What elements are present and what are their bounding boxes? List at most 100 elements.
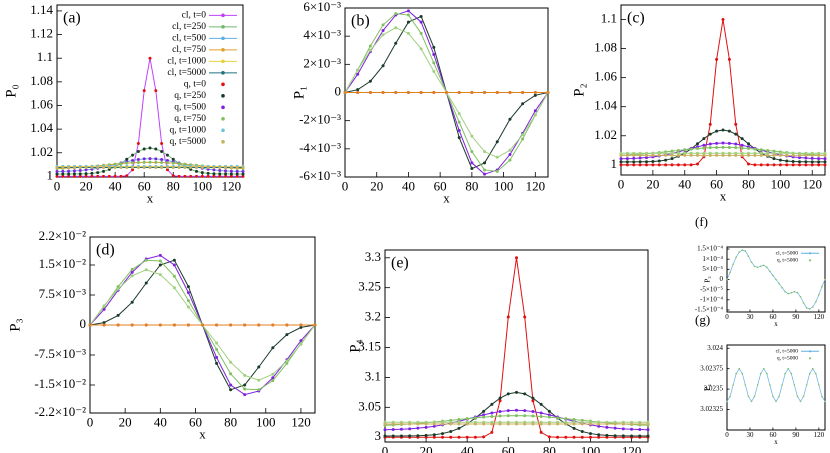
data-point <box>531 396 535 400</box>
data-point <box>613 434 617 438</box>
data-point <box>224 174 228 178</box>
data-point <box>597 435 601 439</box>
data-point <box>84 166 88 170</box>
data-point <box>696 151 699 155</box>
data-point <box>271 323 275 327</box>
data-point <box>638 153 642 157</box>
data-point <box>539 415 543 419</box>
data-point <box>664 163 668 167</box>
data-point <box>793 384 796 386</box>
data-point <box>90 171 94 175</box>
data-point <box>772 157 776 161</box>
data-point <box>235 174 239 178</box>
data-point <box>257 323 261 327</box>
data-point <box>747 151 750 155</box>
data-point <box>741 372 744 375</box>
data-point <box>394 26 398 30</box>
data-point <box>645 160 648 164</box>
data-point <box>235 172 239 176</box>
data-point <box>55 169 59 173</box>
data-point <box>808 372 811 375</box>
data-point <box>406 20 410 24</box>
x-tick-label: 90 <box>792 313 800 321</box>
data-point <box>144 323 148 327</box>
data-point <box>625 160 629 164</box>
data-point <box>212 174 216 178</box>
data-point <box>235 169 239 173</box>
data-point <box>798 156 801 160</box>
data-point <box>762 264 765 267</box>
plot-frame <box>726 344 826 431</box>
data-point <box>817 160 821 164</box>
data-point <box>778 163 782 167</box>
data-point <box>721 153 725 157</box>
data-point <box>734 146 738 150</box>
data-point <box>804 156 808 160</box>
data-point <box>808 308 811 310</box>
data-point <box>564 417 568 421</box>
x-tick-label: 0 <box>54 178 61 193</box>
data-point <box>229 169 233 173</box>
data-point <box>759 148 763 152</box>
data-point <box>271 346 275 350</box>
panel-label: (b) <box>351 13 370 30</box>
y-axis-label: P₄ <box>347 339 363 353</box>
data-point <box>212 172 216 176</box>
data-point <box>734 151 738 155</box>
data-point <box>206 174 210 178</box>
data-point <box>432 45 436 49</box>
y-tick-label: 0 <box>335 83 342 98</box>
legend-marker <box>221 128 225 133</box>
data-point <box>171 166 175 170</box>
data-point <box>531 422 535 426</box>
panel-label: (f) <box>695 214 708 229</box>
data-point <box>772 274 774 277</box>
data-point <box>177 166 181 170</box>
data-point <box>619 160 623 164</box>
data-point <box>154 157 158 161</box>
data-point <box>523 315 527 319</box>
x-tick-label: 0 <box>342 178 349 193</box>
data-point <box>715 146 719 150</box>
y-tick-label: -2.2×10⁻² <box>34 404 86 419</box>
data-point <box>646 434 650 438</box>
data-point <box>432 52 436 56</box>
legend-label: q, t=250 <box>174 91 206 101</box>
data-point <box>778 282 780 285</box>
data-point <box>229 388 233 392</box>
data-point <box>483 168 487 172</box>
data-point <box>116 313 120 317</box>
data-point <box>766 153 770 157</box>
data-point <box>727 153 731 157</box>
legend-label: q, t=5000 <box>777 258 798 264</box>
data-point <box>158 273 162 277</box>
data-point <box>457 422 461 426</box>
data-point <box>759 151 763 155</box>
x-tick-label: 90 <box>792 431 800 439</box>
data-point <box>136 149 140 153</box>
data-point <box>785 153 789 157</box>
data-point <box>696 153 699 157</box>
data-point <box>343 91 347 94</box>
data-point <box>72 166 76 170</box>
data-point <box>61 169 65 173</box>
data-point <box>116 287 120 291</box>
x-tick-label: 120 <box>803 176 823 191</box>
data-point <box>241 169 245 173</box>
legend-label: cl, t=5000 <box>776 349 799 355</box>
y-tick-label: 1.04 <box>30 120 53 135</box>
data-point <box>381 29 385 33</box>
data-point <box>657 151 661 155</box>
x-tick-label: 100 <box>494 178 514 193</box>
data-point <box>556 422 560 426</box>
data-point <box>750 400 753 403</box>
data-point <box>791 151 795 155</box>
x-tick-label: 60 <box>769 313 777 321</box>
data-point <box>356 88 360 92</box>
data-point <box>547 409 551 413</box>
data-point <box>96 171 100 175</box>
data-point <box>406 9 410 13</box>
data-point <box>416 426 420 430</box>
data-point <box>215 361 219 365</box>
data-point <box>419 31 423 35</box>
